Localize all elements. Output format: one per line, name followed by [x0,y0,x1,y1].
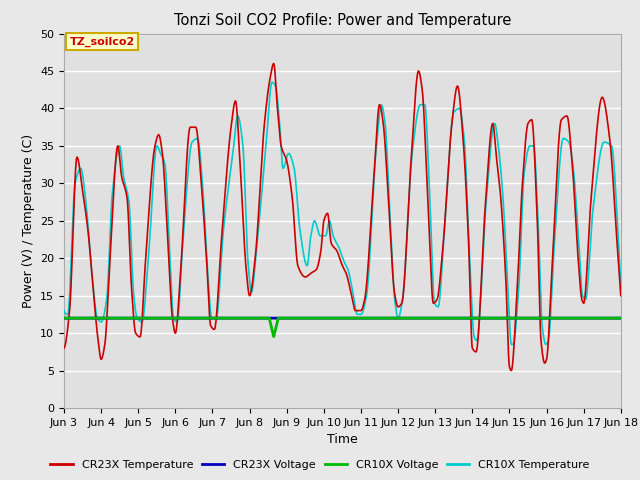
X-axis label: Time: Time [327,433,358,446]
Legend: CR23X Temperature, CR23X Voltage, CR10X Voltage, CR10X Temperature: CR23X Temperature, CR23X Voltage, CR10X … [46,456,594,474]
Title: Tonzi Soil CO2 Profile: Power and Temperature: Tonzi Soil CO2 Profile: Power and Temper… [173,13,511,28]
Y-axis label: Power (V) / Temperature (C): Power (V) / Temperature (C) [22,134,35,308]
Text: TZ_soilco2: TZ_soilco2 [70,37,135,47]
